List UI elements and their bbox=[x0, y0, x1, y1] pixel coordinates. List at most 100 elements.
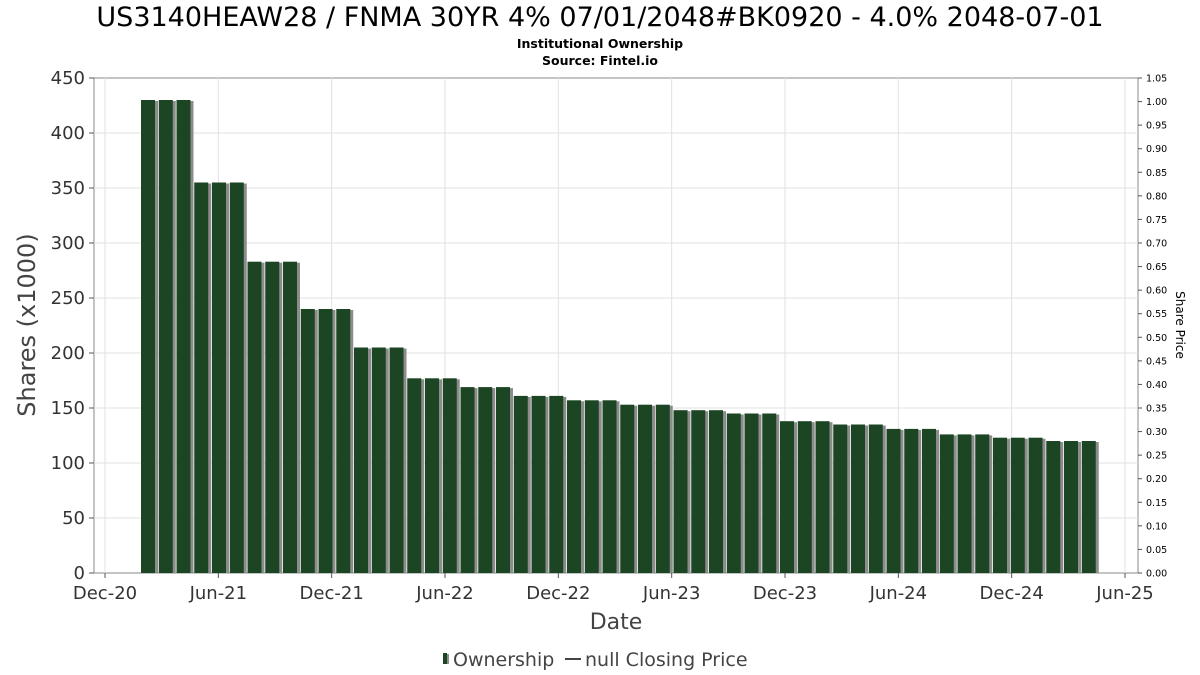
ownership-bar bbox=[354, 347, 368, 573]
x-tick-label: Jun-22 bbox=[415, 583, 474, 604]
chart-title: US3140HEAW28 / FNMA 30YR 4% 07/01/2048#B… bbox=[96, 2, 1104, 33]
y-tick-label: 400 bbox=[51, 123, 85, 144]
y-tick-label: 350 bbox=[51, 178, 85, 199]
ownership-bar bbox=[176, 100, 191, 573]
axes: 0 50 100 150 200 250 300 350 400 450 0.00 0.05 0.10 0… bbox=[51, 68, 1168, 604]
y2-tick-label: 0.50 bbox=[1146, 333, 1167, 344]
legend-ownership-label: Ownership bbox=[453, 649, 554, 671]
ownership-bar bbox=[780, 421, 794, 573]
y2-tick-label: 0.30 bbox=[1146, 427, 1167, 438]
ownership-bar bbox=[726, 413, 741, 573]
x-tick-label: Dec-20 bbox=[73, 583, 137, 604]
ownership-bar bbox=[655, 404, 670, 573]
ownership-bar bbox=[442, 378, 457, 573]
x-tick-label: Dec-24 bbox=[980, 583, 1044, 604]
y2-tick-label: 0.75 bbox=[1146, 215, 1167, 226]
legend-ownership-swatch-shadow bbox=[447, 654, 449, 664]
y-tick-label: 50 bbox=[62, 508, 85, 529]
ownership-bar bbox=[300, 309, 315, 573]
ownership-bar bbox=[549, 395, 564, 573]
ownership-bar bbox=[567, 400, 581, 573]
y-tick-label: 100 bbox=[51, 453, 85, 474]
y-tick-label: 150 bbox=[51, 398, 85, 419]
ownership-bar bbox=[407, 378, 422, 573]
ownership-bar bbox=[993, 437, 1007, 573]
ownership-bar bbox=[886, 428, 901, 573]
ownership-bar bbox=[247, 261, 262, 573]
chart-subtitle: Institutional Ownership bbox=[516, 36, 684, 51]
y2-tick-label: 0.15 bbox=[1146, 498, 1167, 509]
ownership-bar bbox=[975, 434, 990, 573]
ownership-bar bbox=[904, 428, 919, 573]
y-tick-label: 450 bbox=[51, 68, 85, 89]
x-axis-title: Date bbox=[590, 610, 643, 635]
ownership-bar bbox=[815, 421, 830, 573]
ownership-bar bbox=[1064, 441, 1078, 573]
ownership-bar bbox=[868, 424, 883, 573]
ownership-bar bbox=[620, 404, 635, 573]
y2-tick-label: 0.10 bbox=[1146, 521, 1167, 532]
y2-tick-label: 0.90 bbox=[1146, 144, 1167, 155]
ownership-bar bbox=[744, 413, 759, 573]
x-tick-label: Dec-22 bbox=[526, 583, 590, 604]
y-tick-label: 200 bbox=[51, 343, 85, 364]
y2-tick-label: 0.55 bbox=[1146, 309, 1167, 320]
bars-group bbox=[141, 100, 1099, 573]
x-tick-label: Jun-25 bbox=[1095, 583, 1154, 604]
ownership-bar bbox=[833, 424, 848, 573]
y-tick-label: 250 bbox=[51, 288, 85, 309]
ownership-bar bbox=[478, 387, 493, 573]
ownership-bar bbox=[229, 182, 244, 573]
ownership-bar bbox=[1046, 441, 1061, 573]
legend-ownership-swatch bbox=[443, 653, 447, 664]
ownership-bar bbox=[1081, 441, 1096, 573]
legend-closing-price-label: null Closing Price bbox=[585, 649, 748, 671]
ownership-bar bbox=[638, 404, 652, 573]
x-tick-label: Jun-23 bbox=[642, 583, 701, 604]
y-tick-label: 300 bbox=[51, 233, 85, 254]
ownership-bar bbox=[425, 378, 439, 573]
ownership-bar bbox=[691, 410, 706, 573]
x-tick-label: Dec-23 bbox=[753, 583, 817, 604]
y2-tick-label: 0.25 bbox=[1146, 451, 1167, 462]
y2-tick-label: 0.05 bbox=[1146, 545, 1167, 556]
ownership-bar bbox=[283, 261, 297, 573]
ownership-bar bbox=[939, 434, 954, 573]
ownership-bar bbox=[371, 347, 386, 573]
ownership-bar bbox=[851, 424, 865, 573]
ownership-bar bbox=[389, 347, 404, 573]
ownership-bar bbox=[194, 182, 209, 573]
y2-tick-label: 0.20 bbox=[1146, 474, 1167, 485]
y2-tick-label: 0.45 bbox=[1146, 356, 1167, 367]
ownership-bar bbox=[709, 410, 723, 573]
ownership-bar bbox=[158, 100, 173, 573]
ownership-bar bbox=[496, 387, 510, 573]
y-tick-label: 0 bbox=[74, 563, 85, 584]
ownership-bar bbox=[762, 413, 777, 573]
legend: Ownership null Closing Price bbox=[443, 649, 748, 671]
y2-tick-label: 0.65 bbox=[1146, 262, 1167, 273]
y-axis-title: Shares (x1000) bbox=[13, 233, 41, 416]
y2-tick-label: 0.00 bbox=[1146, 569, 1167, 580]
ownership-bar bbox=[460, 387, 475, 573]
ownership-bar bbox=[797, 421, 812, 573]
ownership-bar bbox=[513, 395, 528, 573]
ownership-bar bbox=[318, 309, 333, 573]
y2-tick-label: 0.40 bbox=[1146, 380, 1167, 391]
y2-tick-label: 0.35 bbox=[1146, 404, 1167, 415]
ownership-bar bbox=[1028, 437, 1043, 573]
y2-tick-label: 1.00 bbox=[1146, 97, 1167, 108]
y2-tick-label: 0.80 bbox=[1146, 191, 1167, 202]
ownership-bar bbox=[957, 434, 972, 573]
ownership-bar bbox=[602, 400, 617, 573]
y2-tick-label: 0.85 bbox=[1146, 168, 1167, 179]
y2-tick-label: 1.05 bbox=[1146, 74, 1167, 85]
x-tick-label: Jun-21 bbox=[189, 583, 248, 604]
ownership-bar bbox=[336, 309, 351, 573]
y2-tick-label: 0.70 bbox=[1146, 239, 1167, 250]
chart-source: Source: Fintel.io bbox=[542, 53, 658, 68]
y2-tick-label: 0.95 bbox=[1146, 121, 1167, 132]
ownership-bar bbox=[531, 395, 546, 573]
ownership-bar bbox=[922, 428, 936, 573]
